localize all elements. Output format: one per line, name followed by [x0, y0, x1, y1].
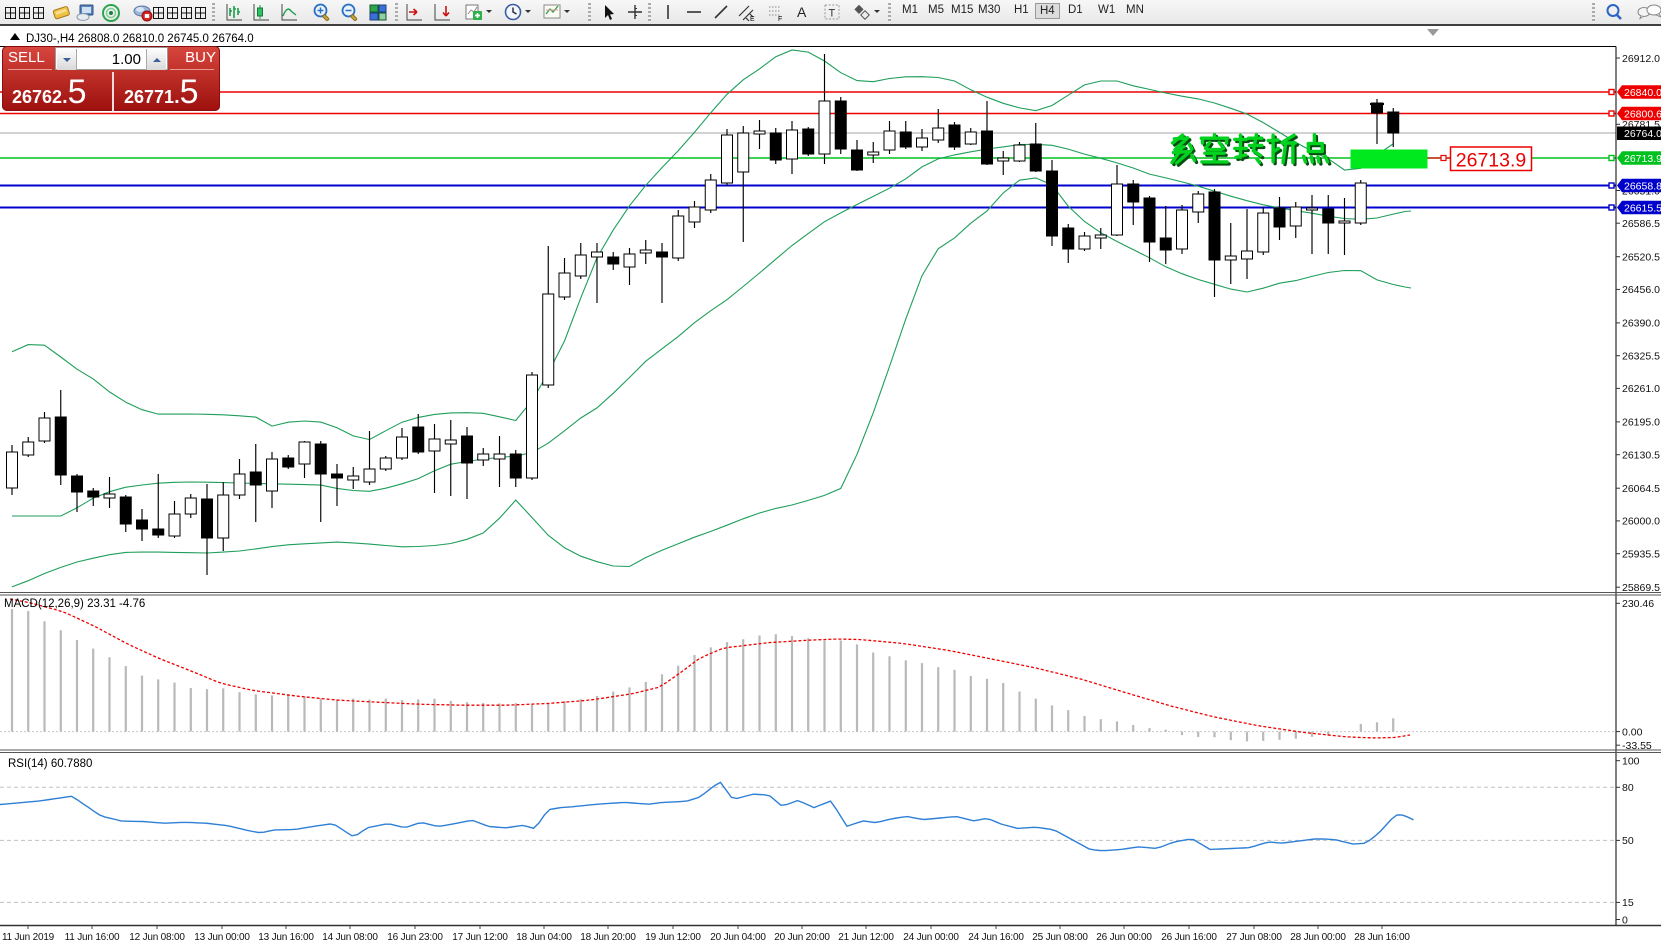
svg-text:26064.5: 26064.5 — [1622, 483, 1660, 495]
svg-text:26912.0: 26912.0 — [1622, 53, 1660, 65]
svg-text:F: F — [778, 16, 782, 23]
svg-text:T: T — [829, 8, 836, 20]
svg-text:13 Jun 16:00: 13 Jun 16:00 — [258, 932, 314, 943]
svg-text:15: 15 — [1622, 897, 1634, 909]
svg-text:11 Jun 16:00: 11 Jun 16:00 — [65, 932, 120, 943]
svg-text:RSI(14) 60.7880: RSI(14) 60.7880 — [8, 758, 92, 770]
svg-text:12 Jun 08:00: 12 Jun 08:00 — [129, 932, 185, 943]
svg-text:19 Jun 12:00: 19 Jun 12:00 — [645, 932, 701, 943]
svg-text:26658.8: 26658.8 — [1624, 181, 1661, 193]
svg-text:25 Jun 08:00: 25 Jun 08:00 — [1032, 932, 1088, 943]
svg-text:50: 50 — [1622, 835, 1634, 847]
svg-text:21 Jun 12:00: 21 Jun 12:00 — [838, 932, 894, 943]
svg-text:26325.5: 26325.5 — [1622, 351, 1660, 363]
svg-text:26195.0: 26195.0 — [1622, 417, 1660, 429]
svg-text:26800.6: 26800.6 — [1624, 109, 1661, 121]
svg-text:26261.0: 26261.0 — [1622, 383, 1660, 395]
svg-text:100: 100 — [1622, 756, 1640, 768]
svg-text:26000.0: 26000.0 — [1622, 516, 1660, 528]
svg-text:DJ30-,H4 26808.0 26810.0 2674: DJ30-,H4 26808.0 26810.0 26745.0 26764.0 — [26, 33, 254, 45]
svg-text:14 Jun 08:00: 14 Jun 08:00 — [322, 932, 378, 943]
svg-text:26 Jun 16:00: 26 Jun 16:00 — [1161, 932, 1217, 943]
svg-text:24 Jun 00:00: 24 Jun 00:00 — [903, 932, 959, 943]
svg-text:28 Jun 00:00: 28 Jun 00:00 — [1290, 932, 1346, 943]
svg-text:26586.5: 26586.5 — [1622, 218, 1660, 230]
svg-text:26 Jun 00:00: 26 Jun 00:00 — [1096, 932, 1152, 943]
svg-text:26764.0: 26764.0 — [1624, 128, 1661, 140]
svg-text:26713.9: 26713.9 — [1624, 153, 1661, 165]
svg-text:26390.0: 26390.0 — [1622, 318, 1660, 330]
svg-text:26840.0: 26840.0 — [1624, 87, 1661, 99]
svg-text:26456.0: 26456.0 — [1622, 284, 1660, 296]
svg-text:20 Jun 04:00: 20 Jun 04:00 — [710, 932, 766, 943]
svg-text:17 Jun 12:00: 17 Jun 12:00 — [452, 932, 508, 943]
svg-text:11 Jun 2019: 11 Jun 2019 — [2, 932, 55, 943]
svg-text:230.46: 230.46 — [1622, 598, 1654, 610]
svg-text:27 Jun 08:00: 27 Jun 08:00 — [1226, 932, 1282, 943]
svg-text:0: 0 — [1622, 914, 1628, 926]
svg-text:-33.55: -33.55 — [1622, 740, 1652, 752]
svg-text:MACD(12,26,9) 23.31 -4.76: MACD(12,26,9) 23.31 -4.76 — [4, 598, 145, 610]
svg-text:28 Jun 16:00: 28 Jun 16:00 — [1354, 932, 1410, 943]
svg-text:18 Jun 04:00: 18 Jun 04:00 — [516, 932, 572, 943]
svg-text:26615.5: 26615.5 — [1624, 203, 1661, 215]
svg-text:16 Jun 23:00: 16 Jun 23:00 — [387, 932, 443, 943]
svg-text:20 Jun 20:00: 20 Jun 20:00 — [774, 932, 830, 943]
svg-text:80: 80 — [1622, 782, 1634, 794]
svg-text:18 Jun 20:00: 18 Jun 20:00 — [580, 932, 636, 943]
svg-text:0.00: 0.00 — [1622, 726, 1643, 738]
svg-text:25869.5: 25869.5 — [1622, 582, 1660, 594]
svg-text:25935.5: 25935.5 — [1622, 549, 1660, 561]
svg-text:E: E — [750, 16, 755, 23]
svg-text:24 Jun 16:00: 24 Jun 16:00 — [968, 932, 1024, 943]
svg-text:13 Jun 00:00: 13 Jun 00:00 — [194, 932, 250, 943]
svg-text:26130.5: 26130.5 — [1622, 450, 1660, 462]
svg-text:26520.5: 26520.5 — [1622, 252, 1660, 264]
svg-text:26713.9: 26713.9 — [1456, 150, 1527, 172]
